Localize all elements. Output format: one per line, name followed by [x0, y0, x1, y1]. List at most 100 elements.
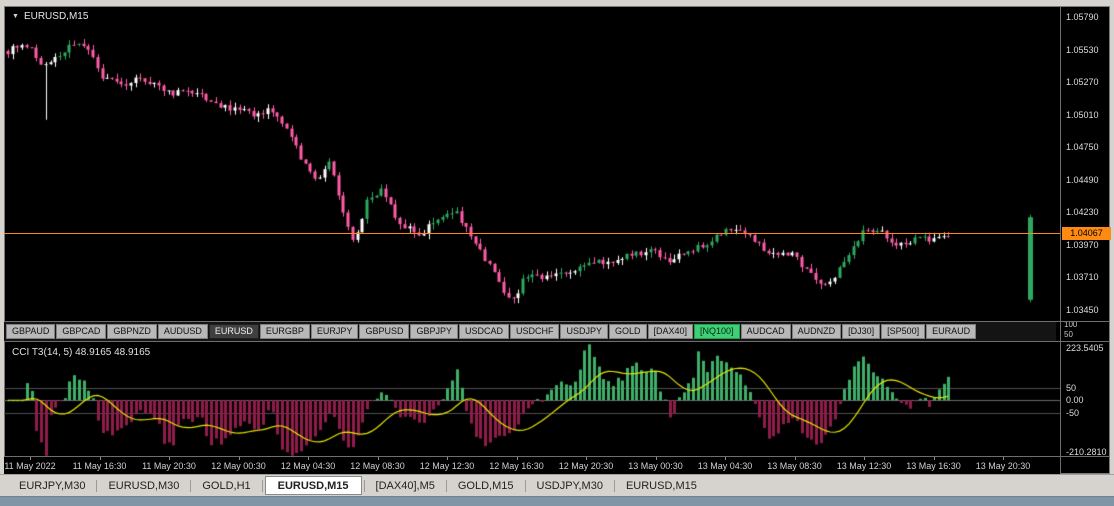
price-axis-label: 1.05530	[1066, 44, 1099, 55]
time-axis-label: 13 May 12:30	[836, 461, 892, 471]
symbol-tab-gbpusd[interactable]: GBPUSD	[359, 324, 410, 339]
symbol-tab-usdchf[interactable]: USDCHF	[509, 324, 560, 339]
symbol-row-scale-label: 100	[1064, 320, 1078, 329]
symbol-tab-row: GBPAUD GBPCAD GBPNZD AUDUSD EURUSD EURGBP EURJ…	[4, 322, 1056, 341]
price-axis-label: 1.05270	[1066, 77, 1099, 88]
status-bar	[0, 496, 1114, 506]
symbol-tab-audusd[interactable]: AUDUSD	[157, 324, 208, 339]
panel-separator[interactable]	[4, 341, 1110, 342]
tab-separator	[190, 479, 192, 492]
axis-separator	[1060, 6, 1061, 474]
time-axis-tick	[725, 457, 726, 460]
indicator-axis-label: 223.5405	[1066, 343, 1104, 353]
time-axis-tick	[169, 457, 170, 460]
chart-tab-eurusd-m15[interactable]: EURUSD,M15	[264, 476, 362, 495]
symbol-tab-dj30[interactable]: [DJ30]	[842, 324, 881, 339]
tab-separator	[261, 479, 263, 492]
chart-tab-gold-m15[interactable]: GOLD,M15	[457, 479, 514, 492]
panel-separator[interactable]	[4, 321, 1110, 322]
indicator-label: CCI T3(14, 5) 48.9165 48.9165	[12, 347, 151, 358]
time-axis-tick	[447, 457, 448, 460]
symbol-row-scale-label: 50	[1064, 330, 1073, 339]
symbol-tab-audnzd[interactable]: AUDNZD	[791, 324, 842, 339]
time-axis-label: 12 May 00:30	[211, 461, 266, 471]
time-axis-label: 13 May 20:30	[975, 461, 1031, 471]
price-axis-label: 1.04230	[1066, 207, 1099, 218]
time-axis-tick	[378, 457, 379, 460]
symbol-tab-audcad[interactable]: AUDCAD	[740, 324, 791, 339]
chart-tab-gold-h1[interactable]: GOLD,H1	[202, 479, 251, 492]
tab-separator	[96, 479, 98, 492]
time-axis-label: 11 May 2022	[4, 461, 56, 471]
current-price-badge: 1.04067	[1062, 227, 1111, 240]
time-axis-label: 13 May 04:30	[697, 461, 753, 471]
time-axis-tick	[1003, 457, 1004, 460]
time-axis-label: 11 May 20:30	[142, 461, 196, 471]
price-axis[interactable]: 1.05790 1.05530 1.05270 1.05010 1.04750 1.044…	[1061, 6, 1114, 474]
indicator-axis-label: -210.2810	[1066, 447, 1107, 457]
tab-separator	[613, 479, 615, 492]
time-axis-label: 12 May 20:30	[558, 461, 614, 471]
chart-tab-eurusd-m30[interactable]: EURUSD,M30	[108, 479, 180, 492]
time-axis-label: 13 May 16:30	[906, 461, 961, 471]
time-axis-tick	[30, 457, 31, 460]
time-axis-tick	[656, 457, 657, 460]
chart-tab-eurjpy-m30[interactable]: EURJPY,M30	[19, 479, 86, 492]
time-axis-label: 13 May 00:30	[628, 461, 683, 471]
chart-dropdown-icon[interactable]: ▼	[12, 13, 19, 20]
symbol-tab-gbpcad[interactable]: GBPCAD	[56, 324, 107, 339]
symbol-tab-gbpjpy[interactable]: GBPJPY	[410, 324, 458, 339]
symbol-tab-euraud[interactable]: EURAUD	[926, 324, 977, 339]
time-axis-label: 12 May 16:30	[489, 461, 544, 471]
time-axis-tick	[239, 457, 240, 460]
time-axis-label: 12 May 04:30	[280, 461, 336, 471]
time-axis-tick	[100, 457, 101, 460]
chart-title: ▼ EURUSD,M15	[12, 11, 88, 22]
price-axis-label: 1.05790	[1066, 12, 1099, 23]
current-price-line	[4, 233, 1060, 234]
time-axis-label: 12 May 08:30	[350, 461, 405, 471]
tab-separator	[524, 479, 526, 492]
price-axis-label: 1.03710	[1066, 272, 1099, 283]
price-chart-canvas[interactable]	[4, 6, 1060, 321]
symbol-tab-eurusd[interactable]: EURUSD	[208, 324, 259, 339]
chart-tab--dax40--m5[interactable]: [DAX40],M5	[375, 479, 435, 492]
indicator-axis-label: -50	[1066, 407, 1080, 418]
time-axis-tick	[795, 457, 796, 460]
time-axis-tick	[308, 457, 309, 460]
price-axis-label: 1.03450	[1066, 304, 1099, 315]
symbol-tab-gold[interactable]: GOLD	[609, 324, 647, 339]
indicator-axis-label: 50	[1066, 382, 1077, 393]
time-axis-label: 11 May 16:30	[72, 461, 127, 471]
cci-indicator-canvas[interactable]	[4, 342, 1060, 456]
chart-tabs-bar: EURJPY,M30 EURUSD,M30 GOLD,H1 EURUSD,M15 [DA…	[0, 474, 1114, 496]
symbol-tab-usdcad[interactable]: USDCAD	[458, 324, 509, 339]
chart-symbol-label: EURUSD,M15	[23, 11, 89, 22]
tab-separator	[445, 479, 447, 492]
tab-separator	[363, 479, 365, 492]
price-axis-label: 1.05010	[1066, 109, 1099, 120]
panel-separator	[4, 456, 1110, 457]
indicator-axis-label: 0.00	[1066, 395, 1084, 406]
time-axis-label: 13 May 08:30	[767, 461, 822, 471]
symbol-tab-eurjpy[interactable]: EURJPY	[310, 324, 359, 339]
symbol-tab-nq100[interactable]: [NQ100]	[694, 324, 740, 339]
time-axis-tick	[864, 457, 865, 460]
chart-tab-eurusd-m15[interactable]: EURUSD,M15	[625, 479, 697, 492]
chart-tab-usdjpy-m30[interactable]: USDJPY,M30	[536, 479, 603, 492]
symbol-tab-sp500[interactable]: [SP500]	[881, 324, 926, 339]
time-axis-tick	[517, 457, 518, 460]
symbol-tab-gbpaud[interactable]: GBPAUD	[6, 324, 56, 339]
symbol-tab-eurgbp[interactable]: EURGBP	[259, 324, 310, 339]
price-axis-label: 1.04490	[1066, 174, 1099, 185]
price-axis-label: 1.03970	[1066, 239, 1099, 250]
time-axis[interactable]: 11 May 2022 11 May 16:30 11 May 20:30 12 Ma…	[4, 457, 1060, 474]
price-axis-label: 1.04750	[1066, 142, 1099, 153]
time-axis-tick	[934, 457, 935, 460]
time-axis-tick	[586, 457, 587, 460]
symbol-tab-dax40[interactable]: [DAX40]	[647, 324, 694, 339]
time-axis-label: 12 May 12:30	[419, 461, 475, 471]
symbol-tab-usdjpy[interactable]: USDJPY	[560, 324, 608, 339]
symbol-tab-gbpnzd[interactable]: GBPNZD	[107, 324, 157, 339]
